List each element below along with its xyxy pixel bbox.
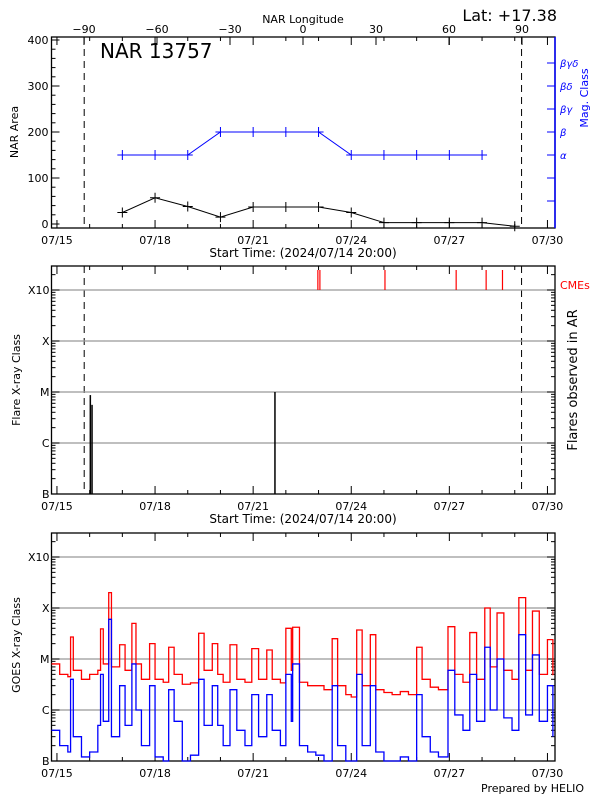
mag-class-point	[117, 150, 128, 160]
x-tick-label: 07/30	[532, 234, 564, 247]
mag-class-point	[411, 150, 422, 160]
mag-class-point	[444, 150, 455, 160]
cme-label: CMEs	[560, 279, 590, 292]
y-tick-label: C	[42, 437, 50, 450]
area-point	[346, 207, 357, 218]
x-tick-label: 07/15	[41, 767, 73, 780]
y-tick-label: X	[42, 335, 50, 348]
footer-credit: Prepared by HELIO	[481, 782, 584, 795]
area-point	[509, 221, 520, 232]
x-tick-label: 07/15	[41, 500, 73, 513]
x-tick-label: 07/24	[335, 767, 367, 780]
mag-class-point	[215, 127, 226, 137]
latitude-label: Lat: +17.38	[462, 6, 557, 25]
mag-class-point	[346, 150, 357, 160]
y-tick-label: C	[42, 704, 50, 717]
x-tick-label: 07/30	[532, 500, 564, 513]
goes_short-flux-line	[51, 618, 554, 762]
area-point	[477, 217, 488, 228]
longitude-tick-label: 60	[442, 23, 456, 36]
x-tick-label: 07/21	[237, 234, 269, 247]
panel2-y2label: Flares observed in AR	[566, 309, 581, 450]
area-point	[150, 192, 161, 203]
mag-class-tick-label: βγδ	[559, 59, 578, 70]
panel2-frame	[50, 265, 556, 495]
mag-class-point	[280, 127, 291, 137]
panel3-frame	[50, 532, 556, 762]
panel2-ylabel: Flare X-ray Class	[10, 334, 23, 426]
area-point	[248, 201, 259, 212]
y-tick-label: X	[42, 602, 50, 615]
panel2-xlabel: Start Time: (2024/07/14 20:00)	[209, 512, 396, 526]
longitude-tick-label: −60	[145, 23, 168, 36]
y-tick-label: B	[42, 755, 50, 768]
mag-class-point	[477, 150, 488, 160]
area-point	[378, 217, 389, 228]
y-tick-label: 0	[42, 218, 49, 231]
longitude-tick-label: 30	[369, 23, 383, 36]
region-title: NAR 13757	[100, 39, 213, 63]
panel1-y2label: Mag. Class	[578, 68, 591, 127]
x-tick-label: 07/18	[139, 500, 171, 513]
mag-class-point	[150, 150, 161, 160]
mag-class-line	[122, 131, 483, 156]
y-tick-label: 400	[28, 34, 49, 47]
y-tick-label: X10	[28, 551, 50, 564]
y-tick-label: M	[40, 386, 50, 399]
area-point	[280, 201, 291, 212]
x-tick-label: 07/18	[139, 234, 171, 247]
longitude-tick-label: −30	[218, 23, 241, 36]
y-tick-label: 200	[28, 126, 49, 139]
panel3-ylabel: GOES X-ray Class	[10, 597, 23, 693]
x-tick-label: 07/27	[433, 767, 465, 780]
area-point	[411, 217, 422, 228]
x-tick-label: 07/24	[335, 500, 367, 513]
y-tick-label: 100	[28, 172, 49, 185]
y-tick-label: B	[42, 488, 50, 501]
mag-class-tick-label: βγ	[559, 105, 573, 116]
y-tick-label: 300	[28, 80, 49, 93]
longitude-tick-label: −90	[72, 23, 95, 36]
panel1-ylabel: NAR Area	[8, 106, 21, 158]
area-point	[444, 217, 455, 228]
area-point	[215, 212, 226, 223]
area-point	[182, 201, 193, 212]
x-tick-label: 07/21	[237, 767, 269, 780]
area-point	[117, 207, 128, 218]
mag-class-tick-label: β	[559, 128, 567, 139]
x-tick-label: 07/15	[41, 234, 73, 247]
x-tick-label: 07/18	[139, 767, 171, 780]
longitude-tick-label: 0	[300, 23, 307, 36]
area-point	[313, 201, 324, 212]
x-tick-label: 07/24	[335, 234, 367, 247]
mag-class-point	[182, 150, 193, 160]
mag-class-tick-label: α	[560, 151, 567, 162]
x-tick-label: 07/21	[237, 500, 269, 513]
y-tick-label: M	[40, 653, 50, 666]
mag-class-point	[313, 127, 324, 137]
top-axis-title: NAR Longitude	[262, 13, 344, 26]
mag-class-point	[248, 127, 259, 137]
x-tick-label: 07/30	[532, 767, 564, 780]
x-tick-label: 07/27	[433, 500, 465, 513]
mag-class-point	[378, 150, 389, 160]
longitude-tick-label: 90	[515, 23, 529, 36]
mag-class-tick-label: βδ	[559, 82, 573, 93]
y-tick-label: X10	[28, 284, 50, 297]
panel1-xlabel: Start Time: (2024/07/14 20:00)	[209, 246, 396, 260]
x-tick-label: 07/27	[433, 234, 465, 247]
